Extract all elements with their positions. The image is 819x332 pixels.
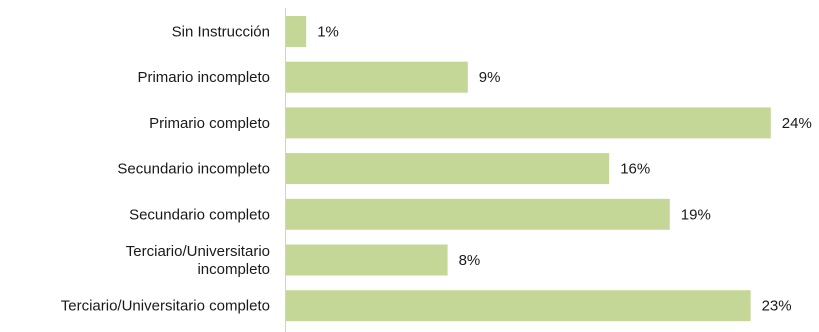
value-label-4: 19% (681, 206, 711, 223)
category-label-line: incompleto (197, 261, 270, 278)
value-labels: 1% 9% 24% 16% 19% 8% 23% (317, 24, 812, 315)
category-label-5: Terciario/Universitario incompleto (126, 243, 270, 278)
category-label-line: Secundario incompleto (117, 161, 270, 178)
category-label-line: Sin Instrucción (172, 24, 270, 41)
value-label-1: 9% (479, 69, 501, 86)
category-label-3: Secundario incompleto (117, 161, 270, 178)
value-label-6: 23% (762, 298, 792, 315)
value-label-5: 8% (459, 252, 481, 269)
category-label-2: Primario completo (149, 115, 270, 132)
value-label-2: 24% (782, 115, 812, 132)
bar-4 (286, 198, 670, 230)
bar-6 (286, 290, 751, 322)
category-label-line: Terciario/Universitario completo (61, 298, 270, 315)
bars (286, 16, 771, 322)
bar-0 (286, 16, 307, 47)
category-label-1: Primario incompleto (137, 69, 270, 86)
bar-2 (286, 107, 771, 139)
category-label-6: Terciario/Universitario completo (61, 298, 270, 315)
category-label-line: Terciario/Universitario (126, 243, 270, 260)
category-label-line: Primario incompleto (137, 69, 270, 86)
category-label-4: Secundario completo (129, 206, 270, 223)
category-label-line: Secundario completo (129, 206, 270, 223)
value-label-0: 1% (317, 24, 339, 41)
bar-5 (286, 244, 448, 276)
category-labels: Sin Instrucción Primario incompleto Primar… (61, 24, 270, 315)
category-label-line: Primario completo (149, 115, 270, 132)
category-label-0: Sin Instrucción (172, 24, 270, 41)
value-label-3: 16% (620, 161, 650, 178)
bar-1 (286, 61, 468, 93)
bar-3 (286, 153, 610, 185)
